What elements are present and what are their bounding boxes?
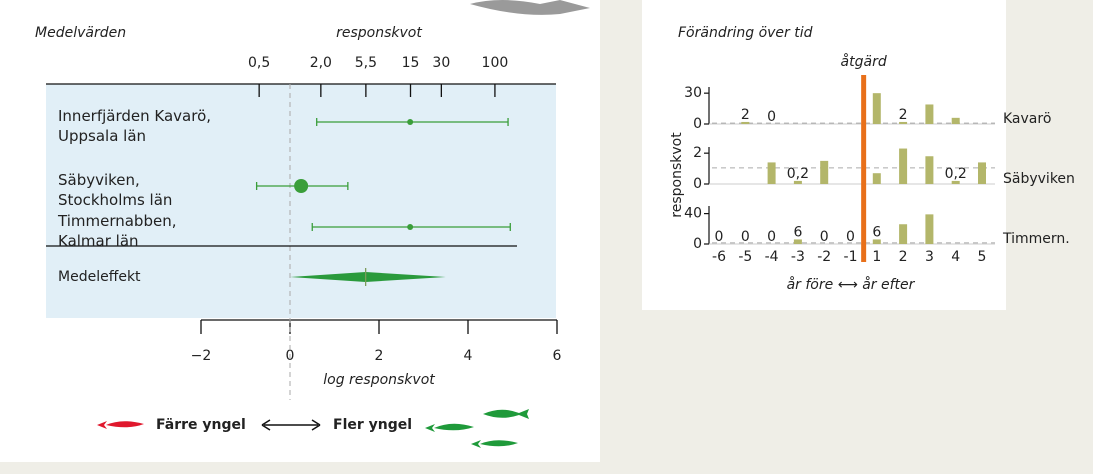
category-label: Säbyviken, Stockholms län bbox=[58, 171, 173, 209]
legend-label: Fler yngel bbox=[333, 417, 412, 433]
summary-label: Medeleffekt bbox=[58, 269, 141, 285]
bar bbox=[951, 117, 960, 124]
x2-axis-label: responskvot bbox=[336, 25, 422, 41]
bar bbox=[978, 162, 986, 184]
summary-diamond bbox=[290, 272, 446, 282]
category-label: Innerfjärden Kavarö, Uppsala län bbox=[58, 107, 212, 145]
x2-tick-label: 15 bbox=[402, 55, 420, 71]
fish-icon bbox=[97, 421, 144, 429]
value-label: 2 bbox=[899, 107, 908, 123]
category-label: Timmernabben, Kalmar län bbox=[58, 212, 177, 250]
x2-tick-label: 30 bbox=[432, 55, 450, 71]
chart-title: Förändring över tid bbox=[678, 25, 813, 41]
bar bbox=[767, 162, 776, 184]
value-label: 0 bbox=[741, 229, 750, 245]
bar bbox=[793, 180, 802, 184]
bar bbox=[872, 173, 881, 184]
annotation: åtgärd bbox=[841, 53, 887, 70]
y-axis-label: responskvot bbox=[669, 132, 685, 218]
estimate-point bbox=[294, 179, 309, 193]
y-tick-label: 40 bbox=[684, 206, 702, 222]
x-tick-label: 4 bbox=[951, 249, 960, 265]
bar bbox=[741, 121, 750, 124]
x-tick-label: −2 bbox=[191, 348, 212, 364]
x-tick-label: -3 bbox=[791, 249, 805, 265]
series-name: Kavarö bbox=[1003, 111, 1051, 127]
value-label: 0,2 bbox=[945, 166, 967, 182]
x-tick-label: 2 bbox=[375, 348, 384, 364]
value-label: 0 bbox=[767, 229, 776, 245]
x-tick-label: -4 bbox=[765, 249, 779, 265]
y-tick-label: 2 bbox=[693, 145, 702, 161]
bar bbox=[872, 239, 881, 244]
estimate-point bbox=[407, 224, 414, 230]
x-axis-label: log responskvot bbox=[323, 372, 435, 388]
value-label: 0 bbox=[767, 109, 776, 125]
x-tick-label: -6 bbox=[712, 249, 726, 265]
x-tick-label: -1 bbox=[844, 249, 858, 265]
arrow-head bbox=[261, 419, 321, 431]
estimate-point bbox=[407, 119, 414, 125]
value-label: 6 bbox=[872, 224, 881, 240]
y-tick-label: 30 bbox=[684, 85, 702, 101]
fish-icon bbox=[470, 0, 590, 15]
bar bbox=[872, 93, 881, 124]
y-tick-label: 0 bbox=[693, 176, 702, 192]
fish-icon bbox=[425, 409, 529, 448]
series-name: Timmern. bbox=[1002, 231, 1070, 247]
chart-title: Medelvärden bbox=[35, 25, 126, 41]
series-name: Säbyviken bbox=[1003, 171, 1075, 187]
y-tick-label: 0 bbox=[693, 116, 702, 132]
bar bbox=[925, 214, 934, 244]
x-axis-label: år före ⟷ år efter bbox=[787, 276, 916, 293]
x-tick-label: 2 bbox=[899, 249, 908, 265]
bar bbox=[925, 156, 934, 184]
y-tick-label: 0 bbox=[693, 236, 702, 252]
bar bbox=[820, 160, 829, 184]
x-tick-label: 5 bbox=[978, 249, 987, 265]
value-label: 0,2 bbox=[787, 166, 809, 182]
value-label: 0 bbox=[820, 229, 829, 245]
bar bbox=[899, 224, 908, 244]
value-label: 0 bbox=[846, 229, 855, 245]
value-label: 0 bbox=[715, 229, 724, 245]
legend-label: Färre yngel bbox=[156, 417, 246, 433]
bar bbox=[899, 148, 908, 184]
x-tick-label: 4 bbox=[464, 348, 473, 364]
bar bbox=[951, 180, 960, 184]
bar bbox=[925, 104, 934, 124]
x2-tick-label: 100 bbox=[482, 55, 509, 71]
value-label: 6 bbox=[793, 224, 802, 240]
plot-area bbox=[46, 84, 556, 318]
value-label: 2 bbox=[741, 107, 750, 123]
bar bbox=[899, 121, 908, 124]
x-tick-label: -5 bbox=[738, 249, 752, 265]
x2-tick-label: 2,0 bbox=[310, 55, 332, 71]
right-panel bbox=[642, 0, 1006, 310]
bar bbox=[793, 239, 802, 244]
x-tick-label: 3 bbox=[925, 249, 934, 265]
x2-tick-label: 0,5 bbox=[248, 55, 270, 71]
x-tick-label: -2 bbox=[817, 249, 831, 265]
x-tick-label: 1 bbox=[872, 249, 881, 265]
x2-tick-label: 5,5 bbox=[355, 55, 377, 71]
x-tick-label: 6 bbox=[553, 348, 562, 364]
